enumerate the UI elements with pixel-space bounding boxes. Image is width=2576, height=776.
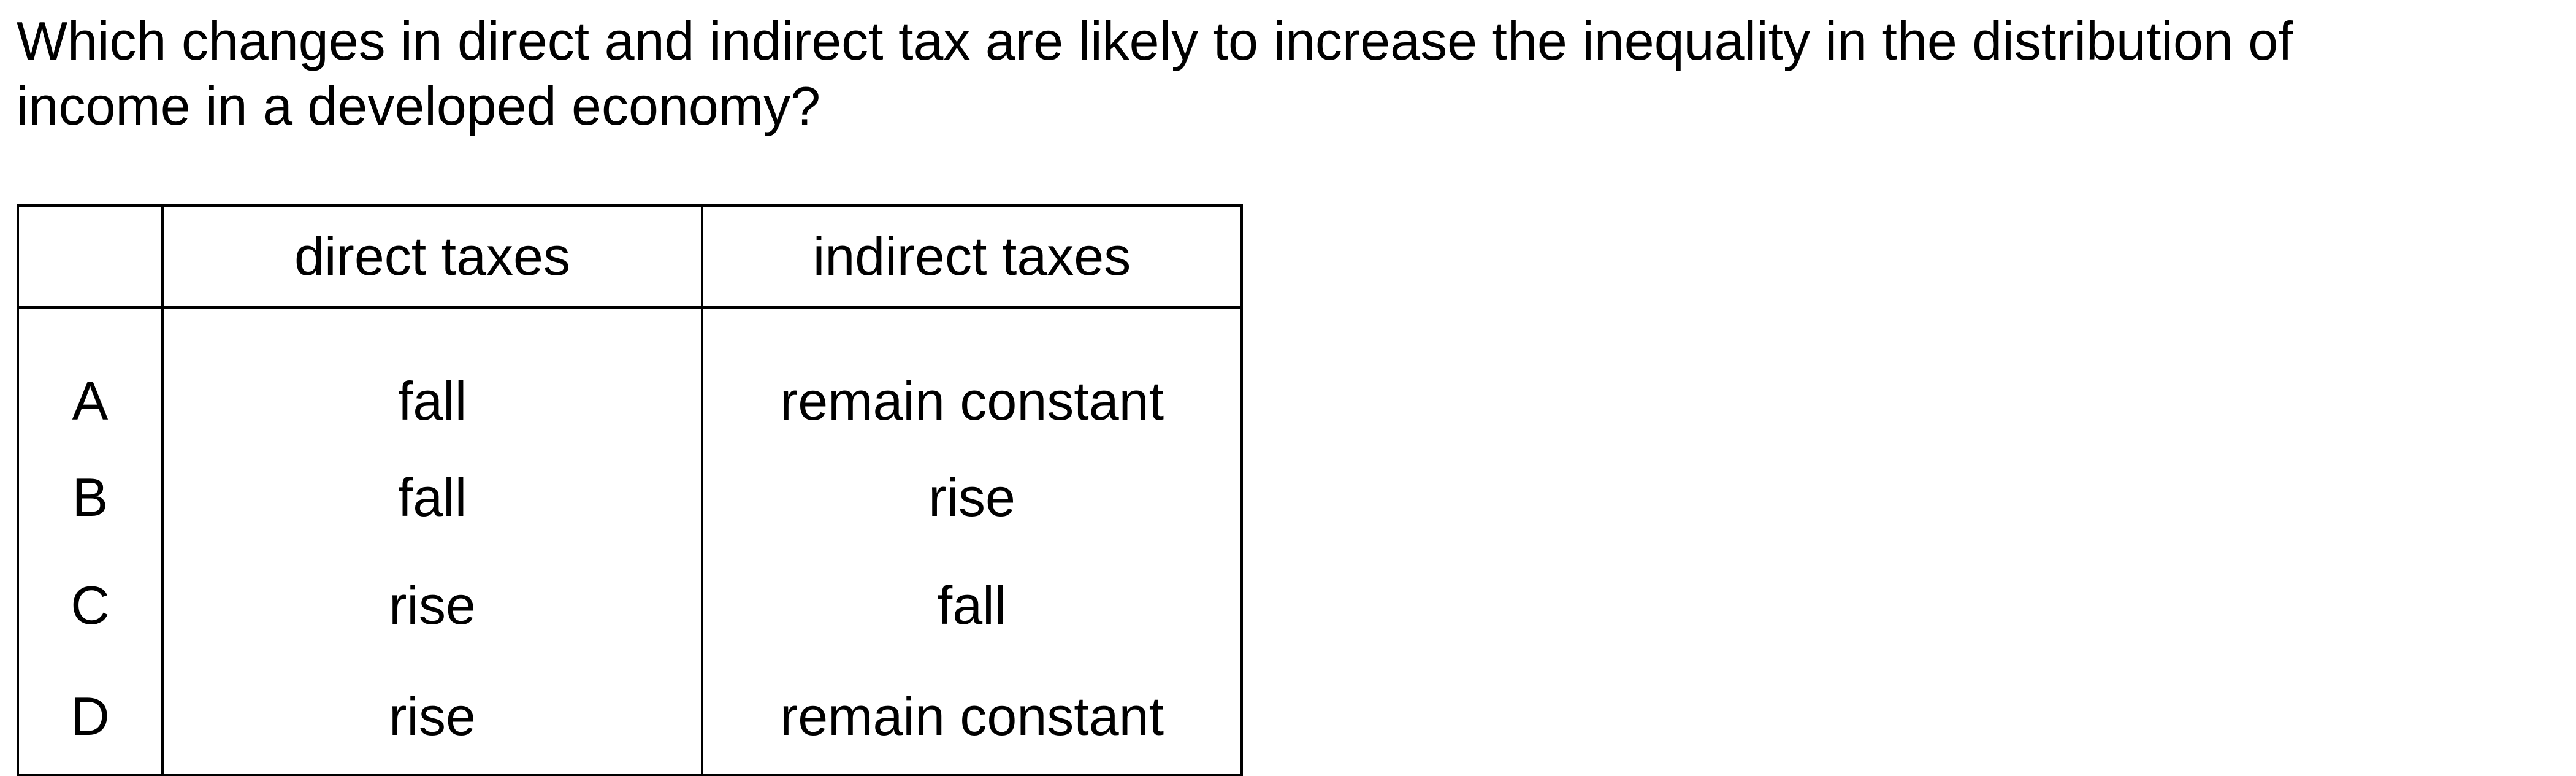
- table-row-a: A fall remain constant: [17, 307, 1243, 444]
- question-text: Which changes in direct and indirect tax…: [17, 9, 2531, 139]
- direct-tax-change: rise: [161, 551, 703, 659]
- table-row-b: B fall rise: [17, 444, 1243, 551]
- option-letter: B: [17, 444, 164, 551]
- option-letter: D: [17, 659, 164, 776]
- header-direct-taxes: direct taxes: [161, 204, 703, 309]
- indirect-tax-change: remain constant: [701, 659, 1243, 776]
- indirect-tax-change: rise: [701, 444, 1243, 551]
- answer-options-table: direct taxes indirect taxes A fall remai…: [17, 204, 1243, 776]
- option-letter: A: [17, 307, 164, 444]
- direct-tax-change: fall: [161, 444, 703, 551]
- table-row-d: D rise remain constant: [17, 659, 1243, 776]
- table-header-row: direct taxes indirect taxes: [17, 204, 1243, 309]
- indirect-tax-change: fall: [701, 551, 1243, 659]
- table-row-c: C rise fall: [17, 551, 1243, 659]
- question-line-2: income in a developed economy?: [17, 75, 821, 136]
- direct-tax-change: rise: [161, 659, 703, 776]
- header-option: [17, 204, 164, 309]
- header-indirect-taxes: indirect taxes: [701, 204, 1243, 309]
- indirect-tax-change: remain constant: [701, 307, 1243, 444]
- option-letter: C: [17, 551, 164, 659]
- direct-tax-change: fall: [161, 307, 703, 444]
- question-line-1: Which changes in direct and indirect tax…: [17, 10, 2293, 71]
